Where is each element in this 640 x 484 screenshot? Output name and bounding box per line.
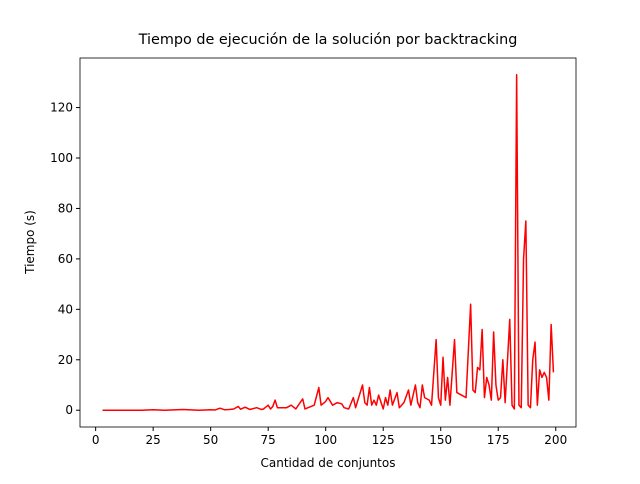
chart-title: Tiempo de ejecución de la solución por b… — [138, 32, 518, 48]
y-tick-label: 0 — [65, 403, 73, 417]
plot-frame — [79, 57, 577, 428]
y-tick-label: 60 — [58, 252, 73, 266]
x-axis-label: Cantidad de conjuntos — [261, 456, 396, 470]
x-tick-label: 200 — [544, 433, 567, 447]
x-tick-label: 25 — [146, 433, 161, 447]
y-tick-label: 80 — [58, 201, 73, 215]
y-tick-label: 100 — [50, 151, 73, 165]
x-tick-label: 100 — [314, 433, 337, 447]
x-tick-label: 50 — [203, 433, 218, 447]
y-tick-label: 120 — [50, 101, 73, 115]
x-tick-label: 75 — [261, 433, 276, 447]
data-line — [102, 74, 555, 411]
x-tick-label: 175 — [487, 433, 510, 447]
y-axis-label: Tiempo (s) — [23, 210, 37, 275]
x-tick-label: 150 — [429, 433, 452, 447]
y-tick-label: 20 — [58, 353, 73, 367]
x-tick-label: 0 — [92, 433, 100, 447]
x-tick-label: 125 — [372, 433, 395, 447]
y-tick-label: 40 — [58, 302, 73, 316]
